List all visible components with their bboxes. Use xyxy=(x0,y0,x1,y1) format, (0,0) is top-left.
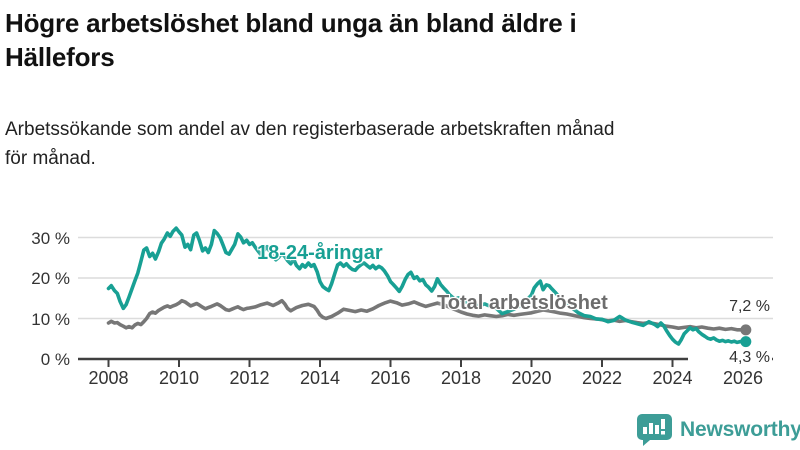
newsworthy-wordmark: Newsworthy xyxy=(680,417,800,441)
x-tick-label: 2016 xyxy=(370,368,411,388)
series-end-dot-18-24 xyxy=(740,336,752,348)
chart-subtitle-line2: för månad. xyxy=(5,148,96,169)
newsworthy-logo[interactable]: Newsworthy xyxy=(636,413,800,446)
series-line-18-24 xyxy=(106,226,748,346)
series-label-total: Total arbetslöshet xyxy=(437,292,608,314)
x-tick-label: 2012 xyxy=(229,368,270,388)
page-title-line1: Högre arbetslöshet bland unga än bland ä… xyxy=(5,8,577,38)
x-tick-label: 2014 xyxy=(299,368,341,388)
page-title-line2: Hällefors xyxy=(5,42,115,72)
x-tick-label: 2024 xyxy=(652,368,693,388)
y-tick-label: 20 % xyxy=(31,269,70,288)
chart-subtitle: Arbetssökande som andel av den registerb… xyxy=(5,115,785,173)
newsworthy-bubble-chart-icon xyxy=(637,414,672,446)
x-tick-label: 2020 xyxy=(511,368,552,388)
y-tick-label: 0 % xyxy=(40,350,70,369)
y-tick-label: 30 % xyxy=(31,228,70,248)
end-value-label-total: 7,2 % xyxy=(729,298,770,315)
chart-subtitle-line1: Arbetssökande som andel av den registerb… xyxy=(5,119,615,140)
x-tick-label: 2026 xyxy=(722,368,764,388)
x-tick-label: 2008 xyxy=(88,368,129,388)
series-end-dot-total xyxy=(740,324,752,336)
x-tick-label: 2022 xyxy=(581,368,623,388)
x-tick-label: 2018 xyxy=(440,368,482,388)
y-tick-label: 10 % xyxy=(31,309,70,329)
series-line-total xyxy=(106,298,748,332)
end-value-label-18-24: 4,3 % xyxy=(688,349,772,367)
x-tick-label: 2010 xyxy=(158,368,200,388)
page-title: Högre arbetslöshet bland unga än bland ä… xyxy=(5,6,785,74)
series-label-18-24: 18-24-åringar xyxy=(257,242,383,264)
